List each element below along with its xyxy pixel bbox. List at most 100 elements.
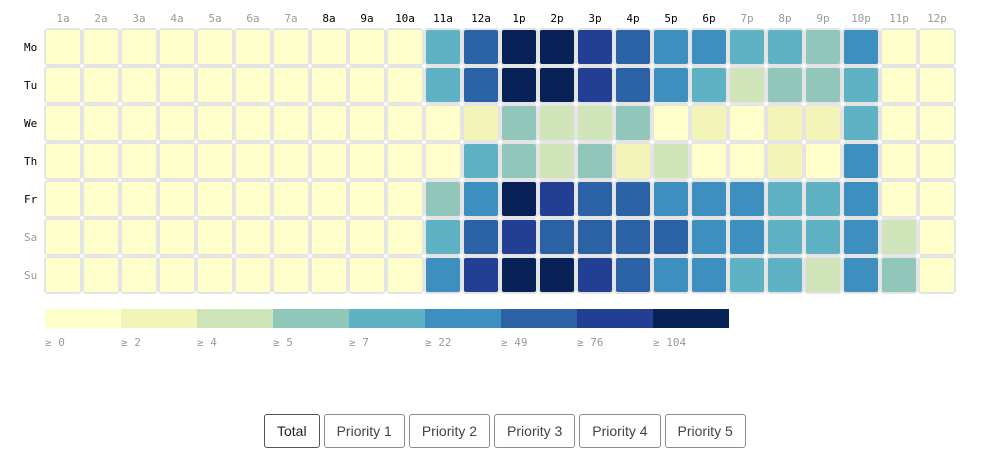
heatmap-cell[interactable] — [348, 180, 386, 218]
heatmap-cell[interactable] — [652, 104, 690, 142]
priority-4-button[interactable]: Priority 4 — [579, 414, 661, 448]
heatmap-cell[interactable] — [310, 66, 348, 104]
heatmap-cell[interactable] — [310, 142, 348, 180]
heatmap-cell[interactable] — [120, 28, 158, 66]
heatmap-cell[interactable] — [918, 142, 956, 180]
heatmap-cell[interactable] — [462, 28, 500, 66]
heatmap-cell[interactable] — [918, 256, 956, 294]
heatmap-cell[interactable] — [918, 218, 956, 256]
heatmap-cell[interactable] — [842, 66, 880, 104]
heatmap-cell[interactable] — [652, 180, 690, 218]
heatmap-cell[interactable] — [690, 218, 728, 256]
heatmap-cell[interactable] — [918, 104, 956, 142]
heatmap-cell[interactable] — [538, 28, 576, 66]
heatmap-cell[interactable] — [918, 180, 956, 218]
heatmap-cell[interactable] — [804, 180, 842, 218]
heatmap-cell[interactable] — [158, 142, 196, 180]
priority-2-button[interactable]: Priority 2 — [408, 414, 491, 448]
heatmap-cell[interactable] — [272, 66, 310, 104]
heatmap-cell[interactable] — [310, 28, 348, 66]
heatmap-cell[interactable] — [120, 218, 158, 256]
heatmap-cell[interactable] — [728, 66, 766, 104]
heatmap-cell[interactable] — [538, 66, 576, 104]
heatmap-cell[interactable] — [82, 256, 120, 294]
heatmap-cell[interactable] — [614, 28, 652, 66]
heatmap-cell[interactable] — [120, 142, 158, 180]
heatmap-cell[interactable] — [120, 180, 158, 218]
priority-5-button[interactable]: Priority 5 — [664, 414, 746, 448]
heatmap-cell[interactable] — [500, 142, 538, 180]
heatmap-cell[interactable] — [576, 180, 614, 218]
heatmap-cell[interactable] — [462, 256, 500, 294]
heatmap-cell[interactable] — [196, 256, 234, 294]
heatmap-cell[interactable] — [728, 180, 766, 218]
heatmap-cell[interactable] — [766, 28, 804, 66]
heatmap-cell[interactable] — [500, 180, 538, 218]
heatmap-cell[interactable] — [234, 180, 272, 218]
heatmap-cell[interactable] — [158, 28, 196, 66]
heatmap-cell[interactable] — [880, 66, 918, 104]
heatmap-cell[interactable] — [766, 256, 804, 294]
heatmap-cell[interactable] — [44, 104, 82, 142]
heatmap-cell[interactable] — [880, 218, 918, 256]
heatmap-cell[interactable] — [272, 218, 310, 256]
heatmap-cell[interactable] — [538, 104, 576, 142]
heatmap-cell[interactable] — [728, 218, 766, 256]
heatmap-cell[interactable] — [196, 66, 234, 104]
heatmap-cell[interactable] — [766, 180, 804, 218]
heatmap-cell[interactable] — [272, 28, 310, 66]
heatmap-cell[interactable] — [652, 28, 690, 66]
heatmap-cell[interactable] — [842, 104, 880, 142]
heatmap-cell[interactable] — [766, 142, 804, 180]
heatmap-cell[interactable] — [728, 256, 766, 294]
heatmap-cell[interactable] — [462, 104, 500, 142]
heatmap-cell[interactable] — [652, 218, 690, 256]
heatmap-cell[interactable] — [614, 104, 652, 142]
heatmap-cell[interactable] — [348, 256, 386, 294]
heatmap-cell[interactable] — [82, 104, 120, 142]
heatmap-cell[interactable] — [614, 218, 652, 256]
heatmap-cell[interactable] — [500, 66, 538, 104]
heatmap-cell[interactable] — [576, 104, 614, 142]
heatmap-cell[interactable] — [918, 66, 956, 104]
heatmap-cell[interactable] — [652, 66, 690, 104]
heatmap-cell[interactable] — [804, 104, 842, 142]
heatmap-cell[interactable] — [690, 142, 728, 180]
heatmap-cell[interactable] — [880, 142, 918, 180]
heatmap-cell[interactable] — [690, 180, 728, 218]
heatmap-cell[interactable] — [158, 218, 196, 256]
heatmap-cell[interactable] — [918, 28, 956, 66]
heatmap-cell[interactable] — [880, 104, 918, 142]
heatmap-cell[interactable] — [424, 104, 462, 142]
heatmap-cell[interactable] — [462, 142, 500, 180]
heatmap-cell[interactable] — [120, 104, 158, 142]
heatmap-cell[interactable] — [386, 218, 424, 256]
heatmap-cell[interactable] — [690, 66, 728, 104]
heatmap-cell[interactable] — [196, 104, 234, 142]
heatmap-cell[interactable] — [386, 28, 424, 66]
heatmap-cell[interactable] — [538, 142, 576, 180]
heatmap-cell[interactable] — [44, 142, 82, 180]
heatmap-cell[interactable] — [576, 66, 614, 104]
heatmap-cell[interactable] — [44, 66, 82, 104]
heatmap-cell[interactable] — [234, 66, 272, 104]
heatmap-cell[interactable] — [842, 28, 880, 66]
heatmap-cell[interactable] — [386, 104, 424, 142]
heatmap-cell[interactable] — [538, 256, 576, 294]
heatmap-cell[interactable] — [804, 142, 842, 180]
heatmap-cell[interactable] — [842, 180, 880, 218]
heatmap-cell[interactable] — [804, 66, 842, 104]
heatmap-cell[interactable] — [310, 104, 348, 142]
heatmap-cell[interactable] — [348, 28, 386, 66]
heatmap-cell[interactable] — [234, 104, 272, 142]
heatmap-cell[interactable] — [880, 180, 918, 218]
heatmap-cell[interactable] — [82, 218, 120, 256]
heatmap-cell[interactable] — [804, 218, 842, 256]
heatmap-cell[interactable] — [576, 142, 614, 180]
heatmap-cell[interactable] — [500, 28, 538, 66]
heatmap-cell[interactable] — [766, 66, 804, 104]
heatmap-cell[interactable] — [880, 28, 918, 66]
heatmap-cell[interactable] — [690, 104, 728, 142]
heatmap-cell[interactable] — [272, 104, 310, 142]
heatmap-cell[interactable] — [424, 218, 462, 256]
